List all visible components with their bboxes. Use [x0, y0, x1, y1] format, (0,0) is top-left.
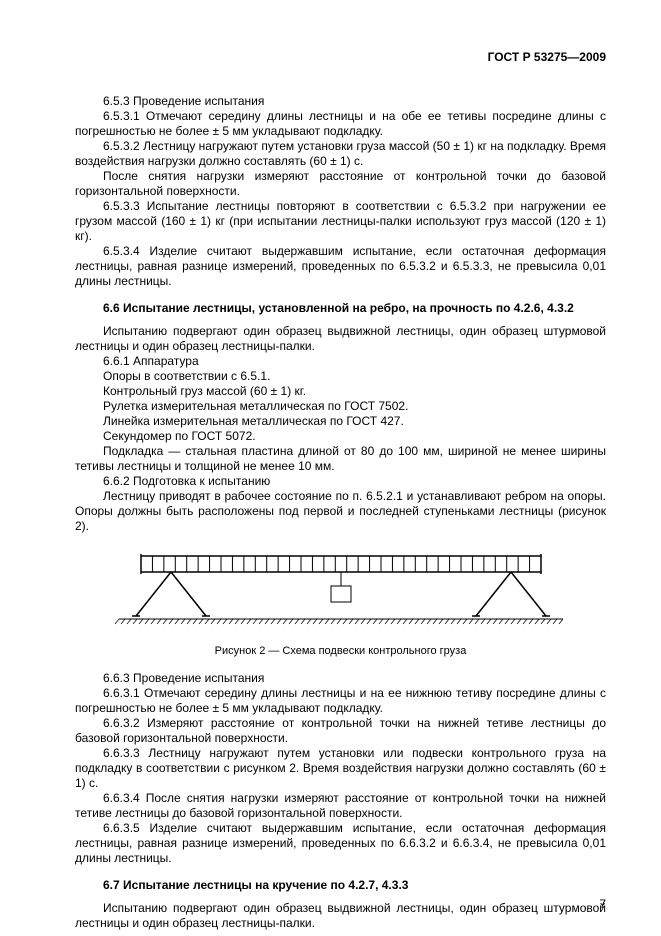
- para-6-5-3-1: 6.5.3.1 Отмечают середину длины лестницы…: [75, 109, 606, 139]
- para-6-6-1a: Опоры в соответствии с 6.5.1.: [75, 369, 606, 384]
- section-6-7: 6.7 Испытание лестницы на кручение по 4.…: [75, 878, 606, 893]
- para-6-5-3: 6.5.3 Проведение испытания: [75, 94, 606, 109]
- para-6-6-1c: Рулетка измерительная металлическая по Г…: [75, 399, 606, 414]
- para-6-7-intro: Испытанию подвергают один образец выдвиж…: [75, 901, 606, 931]
- para-6-6-3-5: 6.6.3.5 Изделие считают выдержавшим испы…: [75, 821, 606, 866]
- figure-2-svg: [111, 544, 571, 634]
- para-6-6-1f: Подкладка — стальная пластина длиной от …: [75, 444, 606, 474]
- para-6-6-3-1: 6.6.3.1 Отмечают середину длины лестницы…: [75, 686, 606, 716]
- para-6-6-3: 6.6.3 Проведение испытания: [75, 671, 606, 686]
- para-6-6-3-3: 6.6.3.3 Лестницу нагружают путем установ…: [75, 746, 606, 791]
- para-6-5-3-3: 6.5.3.3 Испытание лестницы повторяют в с…: [75, 199, 606, 244]
- figure-2: [75, 544, 606, 637]
- para-6-6-2a: Лестницу приводят в рабочее состояние по…: [75, 489, 606, 534]
- page-number: 7: [599, 897, 606, 911]
- document-id: ГОСТ Р 53275—2009: [75, 50, 606, 64]
- para-6-5-3-2b: После снятия нагрузки измеряют расстояни…: [75, 169, 606, 199]
- para-6-6-2: 6.6.2 Подготовка к испытанию: [75, 474, 606, 489]
- para-6-5-3-4: 6.5.3.4 Изделие считают выдержавшим испы…: [75, 244, 606, 289]
- para-6-6-1e: Секундомер по ГОСТ 5072.: [75, 429, 606, 444]
- para-6-6-1b: Контрольный груз массой (60 ± 1) кг.: [75, 384, 606, 399]
- figure-2-caption: Рисунок 2 — Схема подвески контрольного …: [75, 645, 606, 657]
- para-6-5-3-2: 6.5.3.2 Лестницу нагружают путем установ…: [75, 139, 606, 169]
- para-6-6-intro: Испытанию подвергают один образец выдвиж…: [75, 324, 606, 354]
- page: ГОСТ Р 53275—2009 6.5.3 Проведение испыт…: [0, 0, 661, 936]
- para-6-6-1d: Линейка измерительная металлическая по Г…: [75, 414, 606, 429]
- para-6-6-3-2: 6.6.3.2 Измеряют расстояние от контрольн…: [75, 716, 606, 746]
- para-6-6-1: 6.6.1 Аппаратура: [75, 354, 606, 369]
- section-6-6: 6.6 Испытание лестницы, установленной на…: [75, 301, 606, 316]
- para-6-6-3-4: 6.6.3.4 После снятия нагрузки измеряют р…: [75, 791, 606, 821]
